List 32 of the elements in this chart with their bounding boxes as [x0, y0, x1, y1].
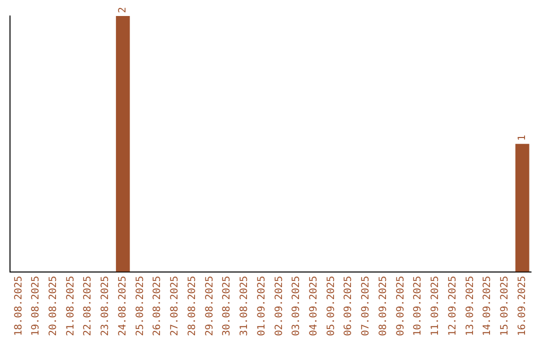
x-tick-label: 15.09.2025 — [500, 276, 511, 336]
x-tick-label: 23.08.2025 — [100, 276, 112, 336]
x-tick-label: 30.08.2025 — [222, 276, 233, 336]
x-tick-label: 08.09.2025 — [378, 276, 389, 336]
x-tick-label: 12.09.2025 — [447, 276, 458, 336]
data-label: 2 — [117, 6, 128, 13]
x-tick-label: 24.08.2025 — [117, 276, 128, 336]
x-tick-label: 20.08.2025 — [48, 276, 60, 336]
x-tick-label: 29.08.2025 — [204, 276, 216, 336]
x-tick-label: 19.08.2025 — [30, 276, 42, 336]
x-tick-label: 26.08.2025 — [152, 276, 164, 336]
x-tick-label: 07.09.2025 — [360, 276, 372, 336]
x-tick-label: 21.08.2025 — [65, 276, 76, 336]
x-tick-label: 02.09.2025 — [274, 276, 285, 336]
x-tick-label: 09.09.2025 — [395, 276, 406, 336]
x-tick-label: 18.08.2025 — [13, 276, 24, 336]
x-tick-label: 04.09.2025 — [308, 276, 320, 336]
x-tick-label: 22.08.2025 — [82, 276, 94, 336]
x-tick-label: 16.09.2025 — [516, 276, 528, 336]
x-tick-label: 28.08.2025 — [186, 276, 198, 336]
x-tick-label: 01.09.2025 — [256, 276, 268, 336]
x-tick-label: 06.09.2025 — [343, 276, 354, 336]
x-tick-label: 31.08.2025 — [239, 276, 250, 336]
x-tick-label: 10.09.2025 — [412, 276, 424, 336]
x-tick-label: 25.08.2025 — [134, 276, 146, 336]
x-tick-label: 11.09.2025 — [430, 276, 442, 336]
x-tick-label: 13.09.2025 — [464, 276, 476, 336]
x-tick-label: 27.08.2025 — [170, 276, 181, 336]
x-tick-label: 05.09.2025 — [326, 276, 337, 336]
data-label: 1 — [516, 134, 528, 141]
x-tick-label: 03.09.2025 — [291, 276, 302, 336]
x-tick-label: 14.09.2025 — [482, 276, 494, 336]
